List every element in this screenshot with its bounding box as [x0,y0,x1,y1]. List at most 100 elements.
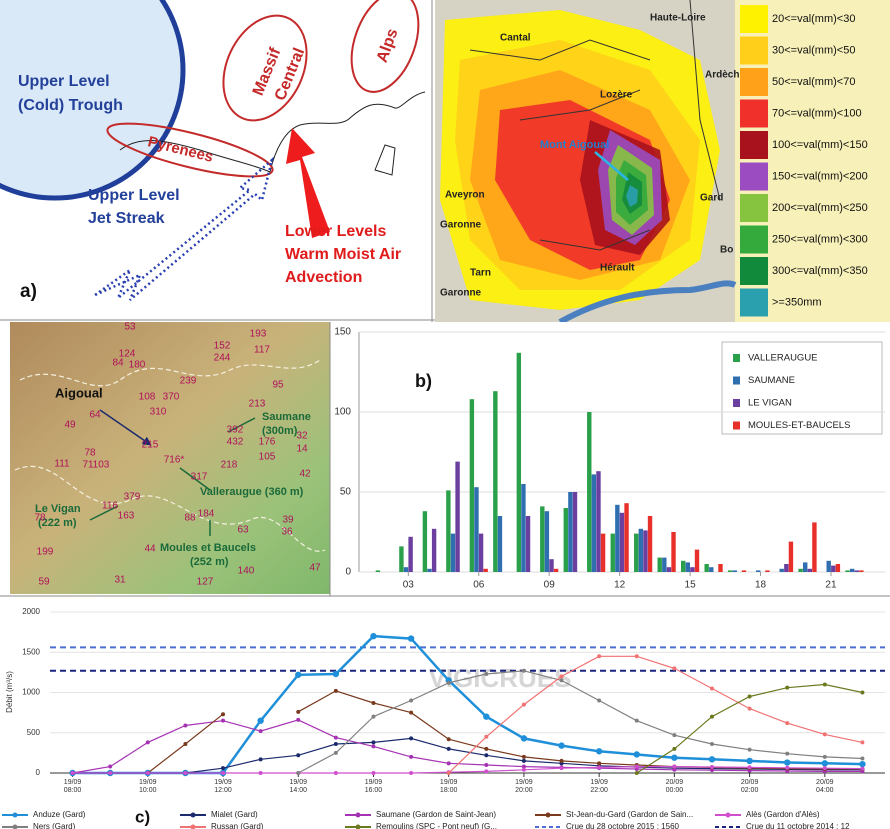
legend-swatch [740,194,768,222]
legend-swatch [740,257,768,285]
legend-label: St-Jean-du-Gard (Gardon de Sain... [566,810,693,819]
bar [742,570,746,572]
y-tick-label: 50 [340,487,352,498]
bar [615,505,619,572]
station-label: Mont Aigoual [540,139,609,151]
station-label: (300m) [262,425,298,437]
figure: Upper Level (Cold) Trough Massif Central… [0,0,890,829]
legend-label: LE VIGAN [748,398,792,409]
data-point [371,715,375,719]
legend-swatch [733,377,740,385]
advection-label: Warm Moist Air [285,246,401,263]
bar [404,567,408,572]
rain-total: 117 [254,345,270,356]
rain-total: 127 [197,577,214,588]
data-point [221,712,225,716]
rain-total: 14 [296,444,308,455]
data-point [259,757,263,761]
trough-label: (Cold) Trough [18,97,123,114]
legend-marker [546,813,551,818]
data-point [596,748,602,754]
place-label: Gard [700,193,723,204]
data-point [408,635,414,641]
data-point [221,766,225,770]
data-point [560,759,564,763]
y-tick-label: 150 [334,327,351,338]
panel-label: b) [415,371,432,391]
rain-total: 32 [296,431,308,442]
bar [432,529,436,572]
y-tick-label: 1000 [22,688,40,697]
data-point [785,766,789,770]
station-label: Aigoual [55,385,103,400]
data-point [484,763,488,767]
legend-label: 20<=val(mm)<30 [772,13,855,25]
data-point [823,682,827,686]
bar [704,564,708,572]
data-point [296,771,300,775]
data-point [409,699,413,703]
data-point [484,753,488,757]
rain-total: 163 [118,511,135,522]
jet-label: Jet Streak [88,210,165,227]
bar [517,353,521,572]
legend-label: Remoulins (SPC - Pont neuf) (G... [376,822,497,829]
data-point [522,703,526,707]
data-point [71,771,75,775]
data-point [259,729,263,733]
data-point [257,717,263,723]
bar [728,570,732,572]
data-point [146,740,150,744]
jet-label: Upper Level [88,187,180,204]
bar [455,462,459,572]
data-point [447,761,451,765]
legend-label: Crue du 28 octobre 2015 : 1560 [566,822,680,829]
data-point [710,686,714,690]
data-point [860,740,864,744]
data-point [860,757,864,761]
data-point [597,654,601,658]
legend-label: Mialet (Gard) [211,810,258,819]
x-tick-label: 19/09 22:00 [579,779,619,795]
bar [573,492,577,572]
bar [667,567,671,572]
legend-label: Russan (Gard) [211,822,264,829]
bar [662,558,666,572]
data-point [823,732,827,736]
legend-marker [191,813,196,818]
x-tick-label: 19/09 10:00 [128,779,168,795]
data-point [371,744,375,748]
data-point [672,666,676,670]
data-point [522,759,526,763]
data-point [748,765,752,769]
x-tick-label: 20/09 00:00 [654,779,694,795]
bar [709,567,713,572]
legend-marker [356,813,361,818]
bar [498,516,502,572]
place-label: Ardèch [705,70,739,81]
data-point [672,747,676,751]
data-point [635,771,639,775]
bar [554,569,558,572]
data-point [296,718,300,722]
station-label: Moules et Baucels [160,542,256,554]
legend-swatch [740,131,768,159]
bar [812,522,816,572]
legend-label: 50<=val(mm)<70 [772,76,855,88]
legend-label: Ners (Gard) [33,822,76,829]
bar [474,487,478,572]
x-tick-label: 20/09 04:00 [805,779,845,795]
legend-label: VALLERAUGUE [748,353,818,364]
bar [803,562,807,572]
rain-total: 379 [124,492,141,503]
data-point [785,752,789,756]
advection-label: Lower Levels [285,223,386,240]
data-point [748,748,752,752]
x-tick-label: 09 [544,580,556,591]
rain-total: 152 [214,341,231,352]
data-point [746,758,752,764]
data-point [371,740,375,744]
bar [526,516,530,572]
y-tick-label: 2000 [22,607,40,616]
rain-total: 244 [214,353,231,364]
